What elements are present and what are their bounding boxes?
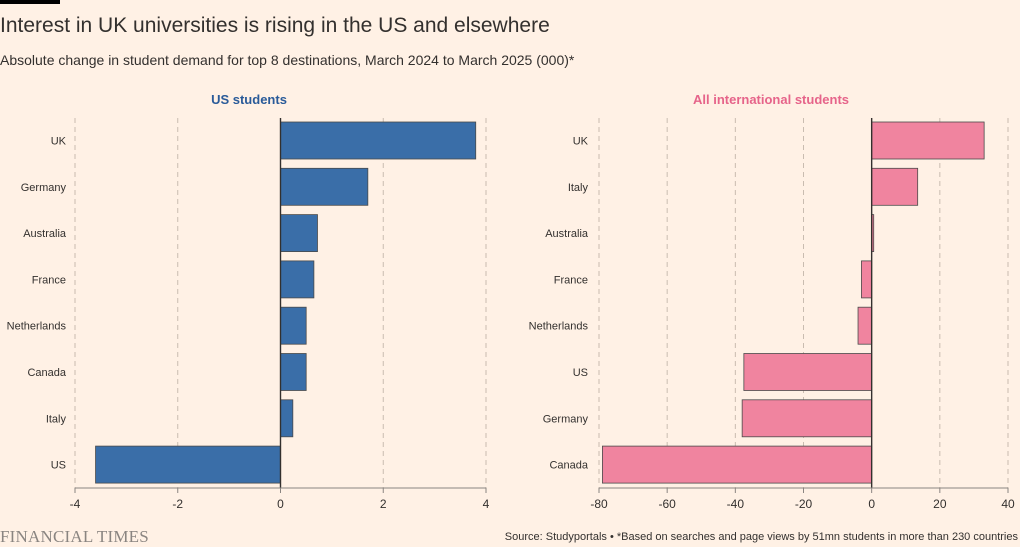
- intl-bar-germany: [741, 399, 873, 438]
- us-bar-us: [95, 445, 281, 484]
- intl-bar-netherlands: [857, 306, 873, 345]
- intl-bar-us: [743, 353, 873, 391]
- intl-category-label: UK: [573, 136, 589, 148]
- us-category-label: UK: [51, 136, 67, 148]
- us-category-label: Canada: [27, 367, 66, 379]
- intl-bar-canada: [602, 445, 873, 484]
- us-bar-uk: [280, 121, 477, 160]
- us-bar-canada: [280, 353, 307, 391]
- us-tick-label: 2: [380, 497, 387, 511]
- intl-tick-label: 0: [868, 497, 875, 511]
- us-tick-label: -2: [172, 497, 183, 511]
- intl-panel-title: All international students: [693, 92, 849, 107]
- intl-tick-label: 40: [1001, 497, 1015, 511]
- us-category-label: Netherlands: [7, 321, 67, 333]
- ft-logo: FINANCIAL TIMES: [0, 527, 149, 546]
- us-tick-label: 0: [277, 497, 284, 511]
- intl-category-label: Australia: [545, 228, 589, 240]
- us-category-label: Italy: [46, 413, 67, 425]
- intl-tick-label: -80: [590, 497, 608, 511]
- us-bar-australia: [280, 214, 318, 253]
- us-category-label: Germany: [21, 182, 67, 194]
- intl-category-label: Netherlands: [529, 321, 589, 333]
- us-category-label: US: [51, 460, 66, 472]
- us-bar-italy: [280, 399, 294, 438]
- intl-tick-label: -60: [658, 497, 676, 511]
- intl-category-label: Italy: [568, 182, 589, 194]
- intl-category-label: Germany: [543, 413, 589, 425]
- intl-tick-label: -40: [727, 497, 745, 511]
- intl-category-label: US: [573, 367, 588, 379]
- us-panel-title: US students: [211, 92, 287, 107]
- us-bar-germany: [280, 167, 369, 206]
- intl-tick-label: 20: [933, 497, 947, 511]
- us-tick-label: 4: [483, 497, 490, 511]
- chart-subtitle: Absolute change in student demand for to…: [0, 52, 575, 68]
- us-bar-france: [280, 260, 315, 299]
- chart-title: Interest in UK universities is rising in…: [0, 14, 550, 37]
- us-bar-netherlands: [280, 306, 307, 345]
- us-tick-label: -4: [70, 497, 81, 511]
- us-category-label: France: [32, 274, 66, 286]
- intl-category-label: Canada: [549, 460, 588, 472]
- intl-bar-france: [861, 260, 873, 299]
- intl-bar-italy: [871, 167, 919, 206]
- intl-tick-label: -20: [795, 497, 813, 511]
- brand-accent-bar: [0, 0, 60, 4]
- source-note: Source: Studyportals • *Based on searche…: [504, 531, 1018, 543]
- intl-category-label: France: [554, 274, 588, 286]
- us-category-label: Australia: [23, 228, 67, 240]
- intl-bar-uk: [871, 121, 985, 160]
